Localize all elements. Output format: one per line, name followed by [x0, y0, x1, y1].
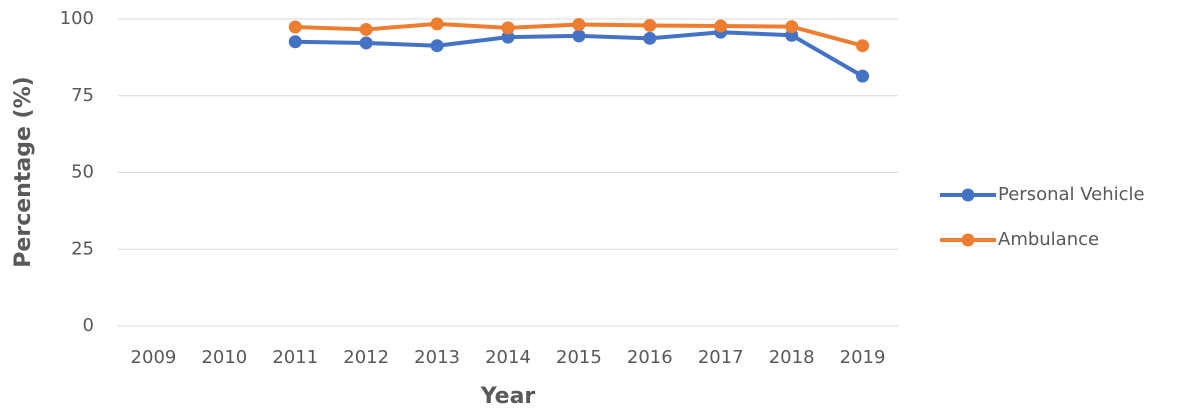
data-point: [643, 31, 657, 45]
data-point: [572, 29, 586, 43]
legend-label: Ambulance: [998, 229, 1099, 250]
data-point: [714, 19, 728, 33]
x-tick-label: 2017: [698, 347, 744, 368]
y-tick-label: 50: [71, 162, 94, 183]
x-axis-title: Year: [480, 384, 536, 409]
legend-marker: [961, 188, 975, 202]
data-point: [785, 20, 799, 34]
y-tick-label: 100: [60, 8, 94, 29]
x-tick-label: 2016: [627, 347, 673, 368]
x-tick-label: 2013: [414, 347, 460, 368]
x-tick-label: 2019: [840, 347, 886, 368]
y-tick-label: 0: [83, 315, 94, 336]
x-tick-label: 2015: [556, 347, 602, 368]
x-tick-label: 2010: [201, 347, 247, 368]
data-point: [288, 35, 302, 49]
data-point: [430, 17, 444, 31]
data-point: [856, 69, 870, 83]
y-tick-label: 75: [71, 85, 94, 106]
x-tick-label: 2011: [272, 347, 318, 368]
x-tick-label: 2012: [343, 347, 389, 368]
data-point: [288, 20, 302, 34]
x-tick-label: 2009: [131, 347, 177, 368]
legend-label: Personal Vehicle: [998, 184, 1145, 205]
data-point: [501, 21, 515, 35]
data-point: [572, 18, 586, 32]
legend-marker: [961, 233, 975, 247]
data-point: [501, 30, 515, 44]
x-tick-label: 2018: [769, 347, 815, 368]
x-tick-label: 2014: [485, 347, 531, 368]
data-point: [643, 18, 657, 32]
data-point: [430, 39, 444, 53]
data-point: [359, 22, 373, 36]
data-point: [856, 39, 870, 53]
data-point: [359, 36, 373, 50]
y-axis-title: Percentage (%): [11, 76, 36, 267]
y-tick-label: 25: [71, 238, 94, 259]
